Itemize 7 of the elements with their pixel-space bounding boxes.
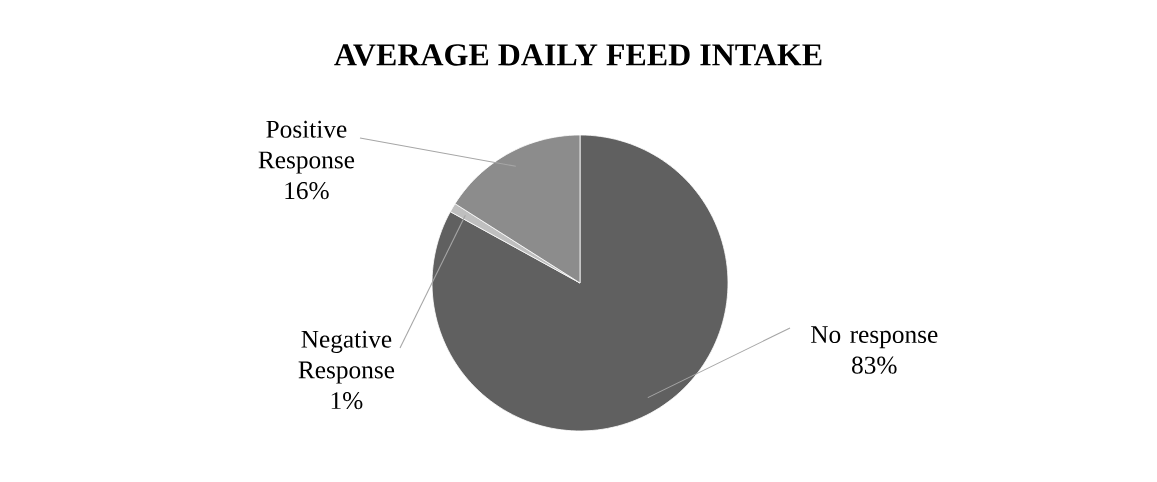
data-label: 16% [285,182,329,200]
slice-label: No response [810,326,938,349]
slice-label: Negative Response [298,330,395,384]
data-label: 83% [852,356,897,374]
chart-title: AVERAGE DAILY FEED INTAKE [334,44,822,66]
data-label: 1% [331,392,363,410]
slice-label: Positive Response [258,120,355,174]
